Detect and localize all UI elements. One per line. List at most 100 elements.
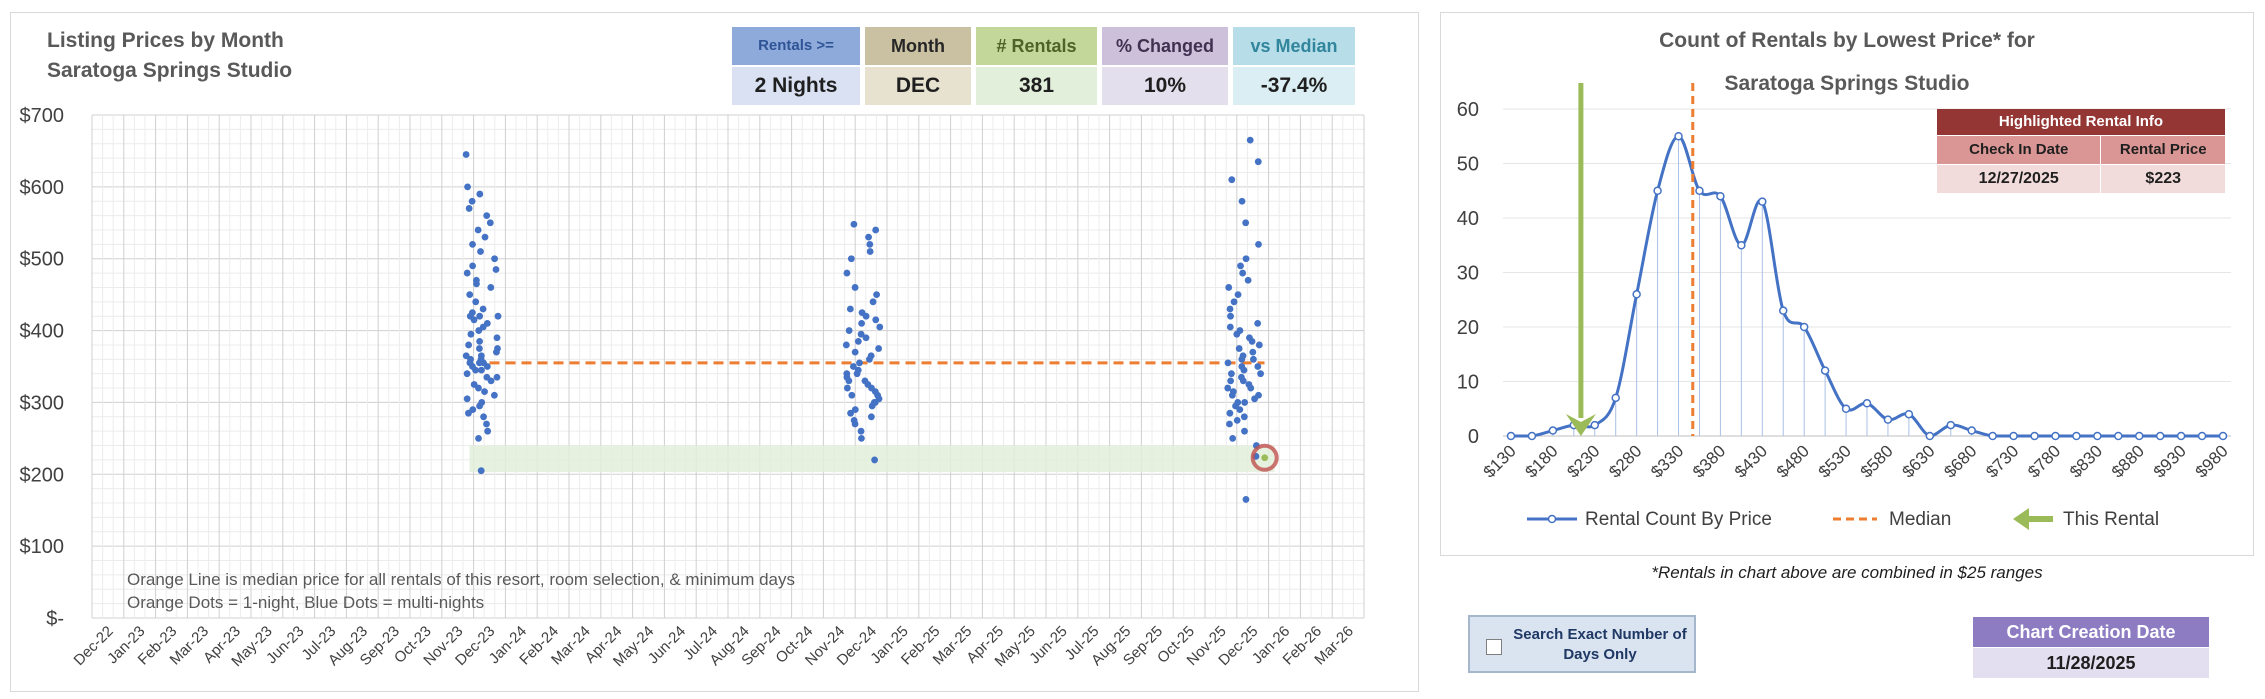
price-dot (1239, 269, 1247, 277)
rental-count-point (2197, 431, 2207, 441)
search-exact-days-toggle[interactable]: Search Exact Number of Days Only (1468, 615, 1696, 673)
y-tick-label: 40 (1457, 208, 1479, 230)
listing-prices-panel: Listing Prices by Month Saratoga Springs… (10, 12, 1419, 692)
x-tick-label: $580 (1857, 441, 1897, 481)
price-dot (854, 366, 862, 374)
price-dot (483, 420, 490, 428)
price-dot (467, 330, 475, 338)
x-tick-label: $630 (1898, 441, 1938, 481)
highlighted-rental-table: Highlighted Rental Info Check In Date Re… (1937, 109, 2225, 193)
rental-count-point (1820, 366, 1830, 375)
price-dot (472, 366, 479, 374)
rental-count-panel: Count of Rentals by Lowest Price* for Sa… (1440, 12, 2254, 556)
price-dot (1240, 413, 1248, 421)
x-tick-label: $980 (2192, 441, 2232, 481)
y-tick-label: $100 (20, 536, 65, 558)
chart-creation-date: Chart Creation Date 11/28/2025 (1973, 617, 2209, 678)
kpi-2: # Rentals 381 (976, 27, 1097, 105)
kpi-0: Rentals >= 2 Nights (732, 27, 860, 105)
price-dot (478, 366, 485, 374)
legend-arrow-swatch (2013, 508, 2053, 530)
price-dot (861, 377, 869, 385)
rental-count-point (1758, 197, 1767, 206)
price-dot (1254, 319, 1262, 327)
left-chart-title-line1: Listing Prices by Month (47, 29, 284, 52)
kpi-header: Rentals >= (732, 27, 860, 65)
price-dot (1254, 158, 1262, 166)
price-dot (1229, 388, 1237, 396)
price-dot (1242, 496, 1250, 503)
price-dot (1224, 359, 1232, 367)
price-dot (473, 276, 480, 284)
price-dot (1247, 384, 1255, 392)
right-chart-title-line1: Count of Rentals by Lowest Price* for (1659, 29, 2035, 52)
rental-price-value: $223 (2101, 164, 2225, 193)
price-dot (464, 183, 471, 191)
price-dot (1236, 327, 1244, 334)
price-dot (1226, 420, 1233, 428)
price-dot (463, 269, 471, 277)
price-dot (469, 240, 476, 248)
kpi-header: Month (865, 27, 971, 65)
price-dot (1224, 384, 1232, 392)
kpi-value: 10% (1102, 65, 1228, 105)
price-dot (870, 399, 878, 406)
y-tick-label: $600 (20, 177, 65, 199)
price-dot (476, 190, 484, 198)
rental-count-point (1799, 322, 1809, 332)
x-tick-label: $430 (1731, 441, 1771, 481)
kpi-header: # Rentals (976, 27, 1097, 65)
x-tick-label: $780 (2024, 441, 2064, 481)
y-tick-label: 0 (1468, 426, 1479, 448)
legend-arrow-label: This Rental (2063, 509, 2159, 530)
price-dot (1225, 284, 1233, 291)
y-tick-label: $500 (20, 249, 65, 271)
price-dot (483, 319, 491, 327)
price-dot (1238, 355, 1246, 363)
price-dot (1241, 399, 1249, 406)
left-chart-title-line2: Saratoga Springs Studio (47, 59, 293, 82)
x-tick-label: $530 (1815, 441, 1855, 481)
price-dot (1226, 305, 1234, 313)
price-dot (484, 427, 492, 435)
price-dot (1226, 323, 1234, 331)
price-dot (845, 377, 853, 385)
check-in-date-header: Check In Date (1937, 135, 2102, 164)
price-dot (466, 291, 474, 299)
price-dot (476, 337, 484, 345)
kpi-4: vs Median -37.4% (1233, 27, 1355, 105)
price-dot (858, 309, 866, 317)
price-dot (842, 341, 850, 349)
rental-count-point (1862, 399, 1872, 408)
price-dot (483, 373, 491, 381)
price-dot (477, 467, 485, 475)
rental-count-point (2051, 431, 2060, 441)
y-tick-label: 60 (1457, 99, 1479, 121)
price-dot (854, 337, 862, 345)
rental-count-point (1632, 290, 1641, 299)
price-dot (872, 226, 880, 234)
rental-count-point (2134, 431, 2144, 441)
search-exact-days-checkbox[interactable] (1486, 639, 1502, 655)
price-dot (1234, 399, 1242, 406)
legend-line-label: Rental Count By Price (1585, 509, 1772, 530)
price-dot (478, 399, 486, 406)
price-dot (1233, 416, 1241, 424)
price-dot (847, 409, 854, 417)
footnote: *Rentals in chart above are combined in … (1651, 563, 2043, 582)
price-dot (469, 309, 476, 317)
price-dot (865, 233, 872, 241)
price-dot (494, 345, 501, 352)
y-tick-label: $400 (20, 321, 65, 343)
y-tick-label: $- (46, 608, 64, 630)
chart-note: Orange Dots = 1-night, Blue Dots = multi… (127, 593, 484, 612)
rental-count-point (1778, 306, 1788, 315)
price-dot (851, 348, 859, 356)
rental-count-point (1925, 431, 1935, 441)
rental-price-header: Rental Price (2101, 135, 2225, 164)
price-dot (1249, 348, 1257, 356)
price-dot (869, 298, 877, 306)
price-dot (481, 233, 489, 241)
kpi-value: -37.4% (1233, 65, 1355, 105)
rental-count-point (2155, 431, 2165, 441)
